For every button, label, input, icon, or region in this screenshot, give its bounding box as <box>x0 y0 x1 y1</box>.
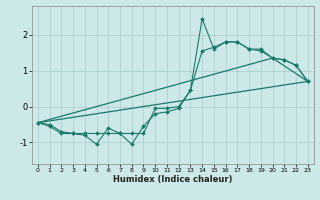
X-axis label: Humidex (Indice chaleur): Humidex (Indice chaleur) <box>113 175 233 184</box>
